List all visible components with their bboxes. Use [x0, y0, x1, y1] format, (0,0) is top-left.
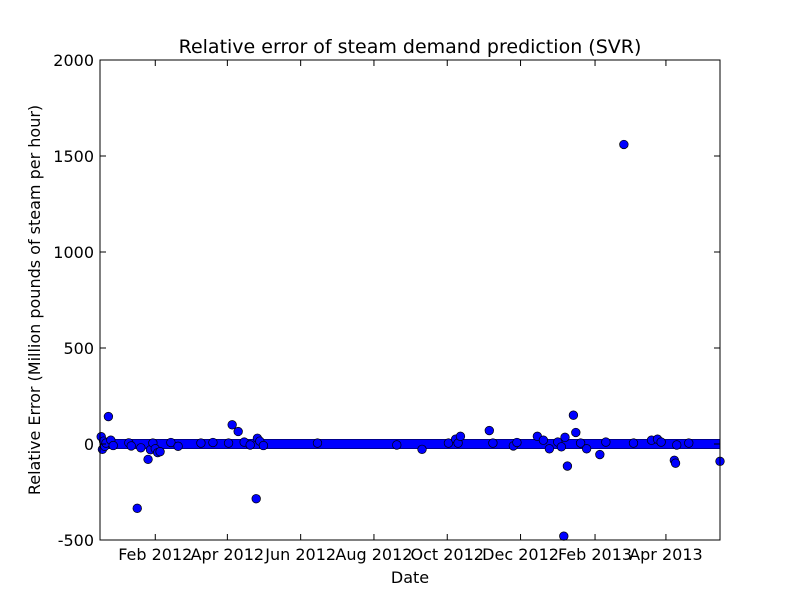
- y-axis-label: Relative Error (Million pounds of steam …: [25, 105, 44, 495]
- y-tick-label: 500: [63, 339, 94, 358]
- x-tick-label: Apr 2012: [191, 545, 264, 564]
- data-point: [227, 420, 237, 430]
- x-tick-label: Feb 2013: [558, 545, 632, 564]
- data-point: [672, 440, 682, 450]
- data-point: [455, 431, 466, 441]
- x-tick-label: Jun 2012: [264, 545, 336, 564]
- data-point: [571, 427, 581, 438]
- tick-layer: [100, 59, 720, 541]
- x-tick-label: Feb 2012: [118, 545, 192, 564]
- plot-area: [96, 59, 725, 541]
- data-point: [560, 432, 570, 442]
- data-point: [544, 444, 555, 454]
- data-point: [538, 435, 549, 445]
- data-point: [443, 438, 454, 448]
- data-point: [628, 438, 639, 448]
- y-tick-label: 1500: [53, 147, 94, 166]
- data-point: [245, 440, 255, 450]
- data-point: [575, 438, 586, 448]
- data-point: [417, 444, 427, 455]
- plot-background: [100, 60, 720, 540]
- data-point: [656, 437, 666, 447]
- data-point: [595, 449, 605, 460]
- data-point: [251, 494, 261, 504]
- data-point: [166, 437, 176, 448]
- data-point: [208, 437, 218, 448]
- data-point: [581, 444, 592, 454]
- data-point: [155, 447, 165, 457]
- data-point: [619, 139, 629, 150]
- y-tick-labels: -500 0 500 1000 1500 2000: [53, 51, 94, 550]
- data-point: [568, 410, 579, 420]
- data-point: [223, 438, 234, 448]
- x-tick-label: Aug 2012: [335, 545, 412, 564]
- data-point: [556, 442, 567, 452]
- data-point: [126, 441, 136, 451]
- data-point: [670, 458, 681, 468]
- data-point: [233, 426, 243, 437]
- x-tick-label: Dec 2012: [482, 545, 559, 564]
- data-point: [488, 438, 498, 448]
- x-axis-label: Date: [391, 568, 429, 587]
- data-point: [512, 437, 522, 448]
- data-point: [103, 411, 114, 422]
- data-point: [392, 440, 402, 450]
- data-point: [108, 440, 118, 451]
- x-tick-label: Oct 2012: [411, 545, 484, 564]
- data-point: [196, 438, 206, 448]
- plot-frame: [99, 59, 721, 541]
- data-point: [484, 425, 494, 436]
- data-point: [684, 438, 694, 448]
- y-tick-label: -500: [58, 531, 94, 550]
- data-point: [143, 454, 153, 465]
- data-point: [562, 461, 573, 471]
- x-tick-label: Apr 2013: [629, 545, 702, 564]
- data-point: [601, 437, 611, 447]
- data-point: [132, 503, 142, 513]
- data-point: [312, 438, 323, 448]
- y-tick-label: 0: [84, 435, 94, 454]
- data-point: [258, 440, 269, 451]
- data-point: [173, 441, 183, 451]
- data-point: [559, 531, 569, 541]
- chart-title: Relative error of steam demand predictio…: [179, 36, 642, 58]
- y-tick-label: 2000: [53, 51, 94, 70]
- data-point: [136, 443, 146, 453]
- y-tick-label: 1000: [53, 243, 94, 262]
